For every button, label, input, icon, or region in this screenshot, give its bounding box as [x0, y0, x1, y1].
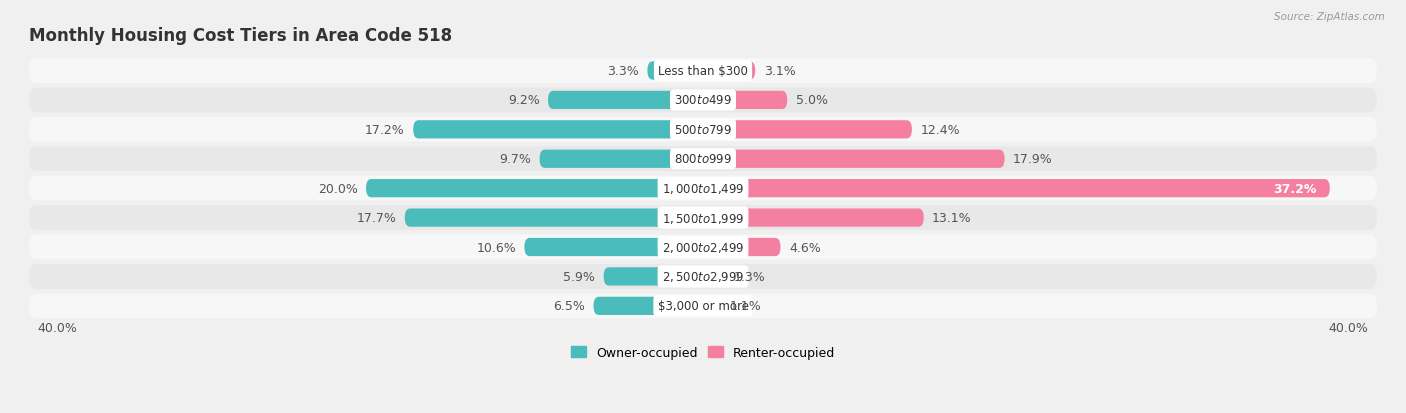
- Text: 9.7%: 9.7%: [499, 153, 531, 166]
- Text: Source: ZipAtlas.com: Source: ZipAtlas.com: [1274, 12, 1385, 22]
- Text: Less than $300: Less than $300: [658, 65, 748, 78]
- Text: $2,000 to $2,499: $2,000 to $2,499: [662, 240, 744, 254]
- Text: 3.1%: 3.1%: [763, 65, 796, 78]
- FancyBboxPatch shape: [703, 268, 725, 286]
- FancyBboxPatch shape: [703, 62, 755, 81]
- Text: 13.1%: 13.1%: [932, 211, 972, 225]
- Text: 1.3%: 1.3%: [734, 270, 765, 283]
- FancyBboxPatch shape: [30, 88, 1376, 113]
- FancyBboxPatch shape: [30, 118, 1376, 142]
- FancyBboxPatch shape: [548, 92, 703, 110]
- FancyBboxPatch shape: [366, 180, 703, 198]
- Text: 40.0%: 40.0%: [1329, 321, 1368, 335]
- Text: 17.9%: 17.9%: [1012, 153, 1053, 166]
- FancyBboxPatch shape: [30, 294, 1376, 318]
- Text: $2,500 to $2,999: $2,500 to $2,999: [662, 270, 744, 284]
- Text: 1.1%: 1.1%: [730, 299, 762, 313]
- FancyBboxPatch shape: [30, 59, 1376, 84]
- Text: 37.2%: 37.2%: [1272, 182, 1316, 195]
- Text: 6.5%: 6.5%: [553, 299, 585, 313]
- FancyBboxPatch shape: [703, 209, 924, 227]
- Legend: Owner-occupied, Renter-occupied: Owner-occupied, Renter-occupied: [567, 341, 839, 364]
- Text: $300 to $499: $300 to $499: [673, 94, 733, 107]
- Text: $500 to $799: $500 to $799: [673, 123, 733, 137]
- Text: 17.7%: 17.7%: [357, 211, 396, 225]
- FancyBboxPatch shape: [524, 238, 703, 256]
- FancyBboxPatch shape: [30, 235, 1376, 260]
- Text: 20.0%: 20.0%: [318, 182, 357, 195]
- FancyBboxPatch shape: [540, 150, 703, 169]
- FancyBboxPatch shape: [703, 92, 787, 110]
- Text: $1,000 to $1,499: $1,000 to $1,499: [662, 182, 744, 196]
- Text: 9.2%: 9.2%: [508, 94, 540, 107]
- Text: Monthly Housing Cost Tiers in Area Code 518: Monthly Housing Cost Tiers in Area Code …: [30, 27, 453, 45]
- Text: 10.6%: 10.6%: [477, 241, 516, 254]
- Text: 40.0%: 40.0%: [38, 321, 77, 335]
- FancyBboxPatch shape: [703, 121, 912, 139]
- Text: $1,500 to $1,999: $1,500 to $1,999: [662, 211, 744, 225]
- FancyBboxPatch shape: [593, 297, 703, 315]
- Text: 12.4%: 12.4%: [921, 123, 960, 137]
- FancyBboxPatch shape: [603, 268, 703, 286]
- FancyBboxPatch shape: [413, 121, 703, 139]
- FancyBboxPatch shape: [703, 180, 1330, 198]
- FancyBboxPatch shape: [647, 62, 703, 81]
- FancyBboxPatch shape: [30, 206, 1376, 230]
- Text: 4.6%: 4.6%: [789, 241, 821, 254]
- Text: $800 to $999: $800 to $999: [673, 153, 733, 166]
- FancyBboxPatch shape: [30, 176, 1376, 201]
- FancyBboxPatch shape: [703, 297, 721, 315]
- Text: $3,000 or more: $3,000 or more: [658, 299, 748, 313]
- Text: 5.0%: 5.0%: [796, 94, 828, 107]
- Text: 3.3%: 3.3%: [607, 65, 638, 78]
- Text: 5.9%: 5.9%: [564, 270, 595, 283]
- FancyBboxPatch shape: [405, 209, 703, 227]
- Text: 17.2%: 17.2%: [366, 123, 405, 137]
- FancyBboxPatch shape: [703, 150, 1005, 169]
- FancyBboxPatch shape: [703, 238, 780, 256]
- FancyBboxPatch shape: [30, 147, 1376, 172]
- FancyBboxPatch shape: [30, 264, 1376, 289]
